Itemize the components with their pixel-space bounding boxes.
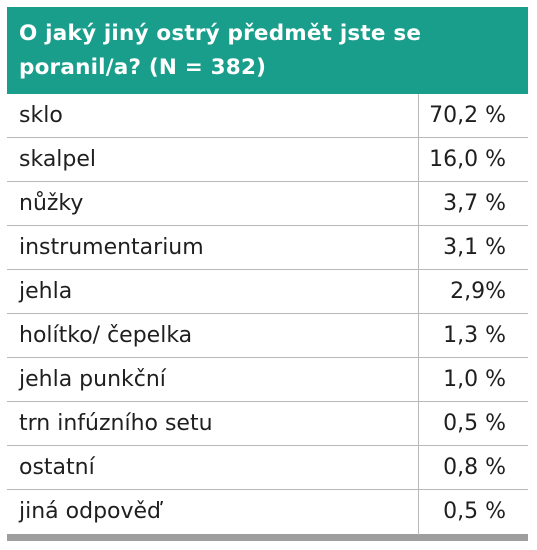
column-divider (418, 94, 419, 138)
row-value: 2,9% (450, 279, 506, 304)
row-value: 3,1 % (443, 235, 506, 260)
table-row: jehla 2,9% (7, 270, 528, 314)
row-value: 3,7 % (443, 191, 506, 216)
column-divider (418, 270, 419, 314)
table-row: sklo 70,2 % (7, 94, 528, 138)
row-label: sklo (19, 103, 63, 128)
column-divider (418, 226, 419, 270)
table-title: O jaký jiný ostrý předmět jste se porani… (19, 21, 422, 80)
column-divider (418, 138, 419, 182)
column-divider (418, 182, 419, 226)
row-label: holítko/ čepelka (19, 323, 193, 348)
column-divider (418, 446, 419, 490)
row-label: ostatní (19, 455, 95, 480)
column-divider (418, 490, 419, 535)
row-label: jiná odpověď (19, 499, 162, 524)
row-label: jehla punkční (19, 367, 166, 392)
row-value: 16,0 % (429, 147, 506, 172)
survey-table: O jaký jiný ostrý předmět jste se porani… (7, 7, 528, 541)
row-value: 1,0 % (443, 367, 506, 392)
row-label: nůžky (19, 191, 84, 216)
table-row: ostatní 0,8 % (7, 446, 528, 490)
table-row: skalpel 16,0 % (7, 138, 528, 182)
table-row: jehla punkční 1,0 % (7, 358, 528, 402)
column-divider (418, 358, 419, 402)
row-value: 70,2 % (429, 103, 506, 128)
row-label: jehla (19, 279, 73, 304)
row-value: 1,3 % (443, 323, 506, 348)
column-divider (418, 402, 419, 446)
table-row: instrumentarium 3,1 % (7, 226, 528, 270)
table-row: jiná odpověď 0,5 % (7, 490, 528, 535)
row-label: instrumentarium (19, 235, 204, 260)
row-value: 0,5 % (443, 499, 506, 524)
table-row: trn infúzního setu 0,5 % (7, 402, 528, 446)
row-label: trn infúzního setu (19, 411, 213, 436)
column-divider (418, 314, 419, 358)
table-row: holítko/ čepelka 1,3 % (7, 314, 528, 358)
table-bottom-rule (7, 534, 528, 541)
table-row: nůžky 3,7 % (7, 182, 528, 226)
row-value: 0,8 % (443, 455, 506, 480)
row-value: 0,5 % (443, 411, 506, 436)
row-label: skalpel (19, 147, 97, 172)
table-header: O jaký jiný ostrý předmět jste se porani… (7, 7, 528, 94)
